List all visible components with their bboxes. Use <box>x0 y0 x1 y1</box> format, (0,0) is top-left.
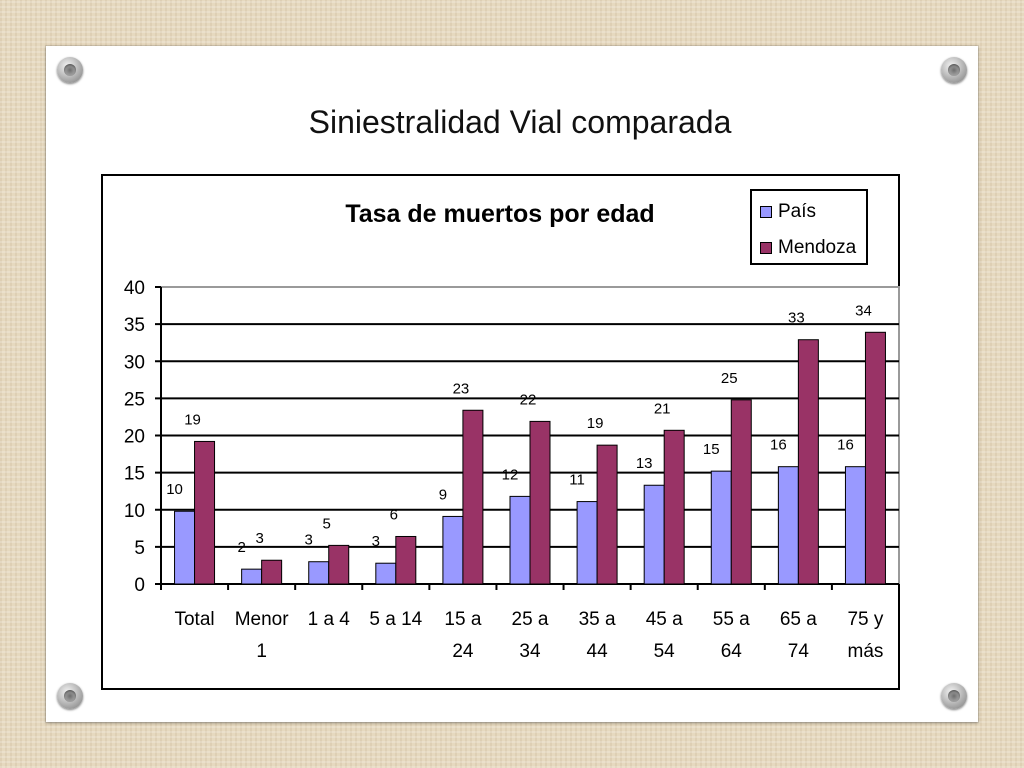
x-tick-label: 75 y <box>847 609 883 630</box>
x-tick-label: 44 <box>587 641 609 662</box>
data-label-pais: 16 <box>770 437 787 454</box>
data-label-mendoza: 5 <box>323 515 331 532</box>
y-tick-label: 40 <box>124 278 145 299</box>
data-label-mendoza: 22 <box>520 391 537 408</box>
chart-title: Tasa de muertos por edad <box>345 200 654 228</box>
bar-mendoza <box>529 420 551 585</box>
data-label-pais: 13 <box>636 455 653 472</box>
bar-mendoza <box>194 440 216 585</box>
screw-top-left-icon <box>57 57 83 83</box>
data-label-mendoza: 33 <box>788 310 805 327</box>
bar-pais <box>710 470 732 585</box>
data-label-mendoza: 34 <box>855 302 872 319</box>
bar-pais <box>844 466 866 585</box>
bar-mendoza <box>261 559 283 585</box>
bar-mendoza <box>730 399 752 585</box>
x-tick-label: 5 a 14 <box>369 609 422 630</box>
data-label-pais: 3 <box>372 533 380 550</box>
x-tick-label: más <box>848 641 884 662</box>
data-label-mendoza: 19 <box>587 415 604 432</box>
data-label-mendoza: 3 <box>255 530 263 547</box>
x-tick-label: 64 <box>721 641 743 662</box>
bar-pais <box>308 561 330 585</box>
x-tick-label: 34 <box>519 641 541 662</box>
x-tick-label: Menor <box>235 609 290 630</box>
y-tick-label: 10 <box>124 501 145 522</box>
data-label-mendoza: 21 <box>654 400 671 417</box>
data-label-pais: 16 <box>837 437 854 454</box>
y-tick-label: 20 <box>124 427 145 448</box>
x-tick-label: Total <box>174 609 214 630</box>
y-tick-label: 0 <box>134 575 145 596</box>
data-label-pais: 2 <box>237 539 245 556</box>
data-label-mendoza: 23 <box>453 380 470 397</box>
legend-swatch-pais <box>760 206 772 218</box>
x-tick-label: 35 a <box>579 609 616 630</box>
x-tick-label: 15 a <box>444 609 481 630</box>
bar-mendoza <box>797 339 819 585</box>
bar-pais <box>576 501 598 585</box>
x-tick-label: 74 <box>788 641 810 662</box>
screw-bottom-left-icon <box>57 683 83 709</box>
bar-pais <box>375 562 397 585</box>
legend-label-mendoza: Mendoza <box>778 237 857 258</box>
x-tick-label: 24 <box>452 641 474 662</box>
bar-pais <box>509 495 531 585</box>
y-tick-label: 35 <box>124 315 145 336</box>
bar-mendoza <box>462 409 484 585</box>
legend-swatch-mendoza <box>760 242 772 254</box>
data-label-pais: 12 <box>502 466 519 483</box>
x-tick-label: 54 <box>654 641 676 662</box>
bar-pais <box>174 510 196 585</box>
bar-mendoza <box>663 429 685 585</box>
data-label-mendoza: 6 <box>390 506 398 523</box>
data-label-pais: 9 <box>439 486 447 503</box>
data-label-pais: 15 <box>703 441 720 458</box>
data-label-pais: 10 <box>166 481 183 498</box>
data-label-mendoza: 25 <box>721 370 738 387</box>
bar-mendoza <box>328 544 350 585</box>
x-tick-label: 1 a 4 <box>308 609 351 630</box>
x-tick-label: 65 a <box>780 609 817 630</box>
legend-item-mendoza: Mendoza <box>760 237 856 259</box>
bar-pais <box>241 568 263 585</box>
screw-bottom-right-icon <box>941 683 967 709</box>
bar-pais <box>643 484 665 585</box>
x-tick-label: 55 a <box>713 609 750 630</box>
slide-title: Siniestralidad Vial comparada <box>308 104 732 140</box>
y-tick-label: 5 <box>134 538 145 559</box>
x-tick-label: 1 <box>256 641 267 662</box>
bar-mendoza <box>395 535 417 585</box>
legend-label-pais: País <box>778 201 817 222</box>
y-tick-label: 30 <box>124 352 145 373</box>
data-label-pais: 11 <box>569 472 585 489</box>
chart-legend: País Mendoza <box>750 189 868 265</box>
bar-mendoza <box>864 331 886 585</box>
y-tick-label: 25 <box>124 389 145 410</box>
screw-top-right-icon <box>941 57 967 83</box>
data-label-pais: 3 <box>305 532 313 549</box>
data-label-mendoza: 19 <box>184 411 201 428</box>
legend-item-pais: País <box>760 201 816 223</box>
x-tick-label: 25 a <box>512 609 549 630</box>
y-tick-label: 15 <box>124 464 145 485</box>
bar-pais <box>777 466 799 585</box>
bar-mendoza <box>596 444 618 585</box>
x-tick-label: 45 a <box>646 609 683 630</box>
bar-pais <box>442 515 464 585</box>
